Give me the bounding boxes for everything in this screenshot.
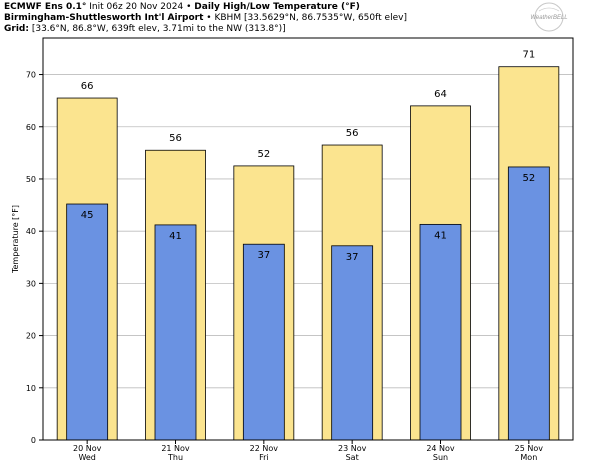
low-bar [331, 245, 374, 441]
station-detail: KBHM [33.5629°N, 86.7535°W, 650ft elev] [214, 13, 407, 23]
low-bar [507, 166, 550, 441]
y-tick-label: 0 [31, 436, 36, 445]
high-value-label: 66 [81, 81, 94, 92]
separator: • [206, 13, 212, 23]
header-line-2: Birmingham-Shuttlesworth Int'l Airport •… [4, 13, 407, 23]
x-tick-label-date: 23 Nov [338, 444, 367, 453]
init-time: Init 06z 20 Nov 2024 [89, 2, 184, 12]
weatherbell-logo: WeatherBELL [530, 2, 568, 32]
logo-text: WeatherBELL [530, 15, 567, 21]
low-value-label: 52 [522, 173, 535, 184]
x-tick-label-date: 22 Nov [250, 444, 279, 453]
low-value-label: 37 [346, 252, 359, 263]
grid-label: Grid: [4, 24, 29, 34]
high-value-label: 64 [434, 89, 447, 100]
separator: • [186, 2, 192, 12]
x-tick-label-day: Thu [167, 453, 183, 462]
y-tick-label: 10 [26, 384, 36, 393]
low-bar [242, 243, 285, 441]
x-tick-label-date: 21 Nov [161, 444, 190, 453]
y-axis-label: Temperature [°F] [11, 205, 20, 274]
x-tick-label-day: Fri [259, 453, 269, 462]
station-name: Birmingham-Shuttlesworth Int'l Airport [4, 13, 204, 23]
chart-title: Daily High/Low Temperature (°F) [194, 2, 360, 12]
high-value-label: 52 [257, 149, 270, 160]
low-value-label: 37 [257, 250, 270, 261]
x-tick-label-date: 25 Nov [515, 444, 544, 453]
low-value-label: 41 [434, 230, 447, 241]
low-value-label: 45 [81, 210, 94, 221]
y-tick-label: 30 [26, 279, 36, 288]
x-tick-label-day: Sat [346, 453, 359, 462]
low-bar [66, 203, 109, 441]
low-value-label: 41 [169, 231, 182, 242]
model-name: ECMWF Ens 0.1° [4, 2, 87, 12]
bars: 66 45 56 41 52 37 56 37 64 41 71 52 [56, 50, 560, 441]
y-tick-label: 60 [26, 123, 36, 132]
y-tick-label: 20 [26, 332, 36, 341]
high-value-label: 56 [169, 133, 182, 144]
high-value-label: 71 [522, 50, 535, 61]
y-tick-label: 70 [26, 71, 36, 80]
x-tick-label-date: 20 Nov [73, 444, 102, 453]
grid-detail: [33.6°N, 86.8°W, 639ft elev, 3.71mi to t… [31, 24, 286, 34]
plot-frame [42, 37, 574, 441]
x-tick-label-day: Wed [78, 453, 95, 462]
low-bar [154, 224, 197, 441]
y-tick-label: 50 [26, 175, 36, 184]
x-tick-label-day: Sun [433, 453, 448, 462]
x-tick-label-date: 24 Nov [426, 444, 455, 453]
header-line-1: ECMWF Ens 0.1° Init 06z 20 Nov 2024 • Da… [4, 2, 360, 12]
high-value-label: 56 [346, 128, 359, 139]
header-line-3: Grid: [33.6°N, 86.8°W, 639ft elev, 3.71m… [4, 24, 286, 34]
low-bar [419, 223, 462, 441]
y-tick-label: 40 [26, 227, 36, 236]
gridlines [43, 74, 573, 389]
x-tick-label-day: Mon [520, 453, 537, 462]
